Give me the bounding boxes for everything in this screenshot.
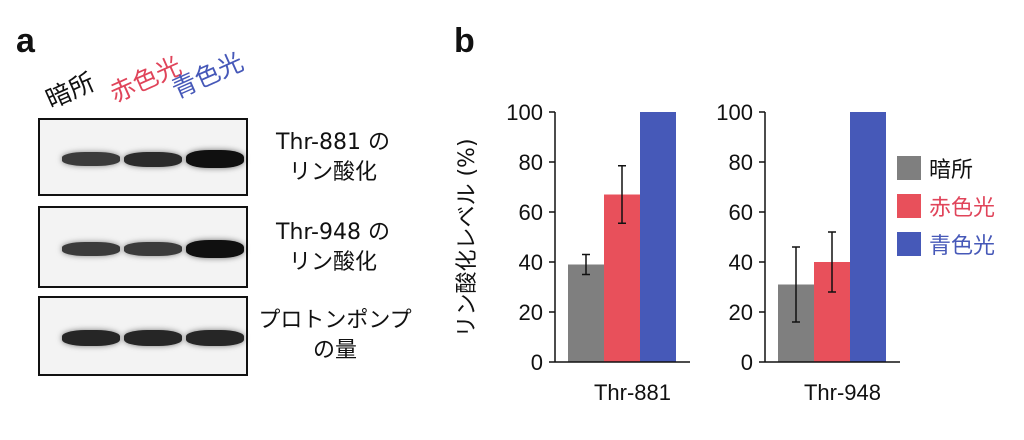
- chart-thr948: 0 20 40 60 80 100 Thr-948: [716, 100, 900, 405]
- y-tick-label: 100: [716, 100, 753, 125]
- x-axis-label: Thr-881: [594, 380, 671, 405]
- x-axis-label: Thr-948: [804, 380, 881, 405]
- bar-暗所: [568, 264, 604, 362]
- blot-label-line1: プロトンポンプ: [258, 308, 412, 333]
- western-blot-proton-pump: [38, 296, 248, 376]
- y-tick-label: 20: [519, 300, 543, 325]
- y-tick-label: 0: [531, 350, 543, 375]
- y-tick-label: 20: [729, 300, 753, 325]
- bar-青色光: [640, 112, 676, 362]
- chart-thr881: 0 20 40 60 80 100 Thr-881: [506, 100, 690, 405]
- legend-label: 暗所: [929, 158, 973, 183]
- y-tick-label: 0: [741, 350, 753, 375]
- band: [62, 152, 120, 166]
- legend-label: 青色光: [929, 234, 995, 259]
- band: [62, 242, 120, 256]
- y-tick-label: 60: [729, 200, 753, 225]
- legend-label: 赤色光: [929, 196, 995, 221]
- band: [62, 330, 120, 346]
- blot-label-thr948: Thr-948 の リン酸化: [258, 218, 408, 278]
- y-tick-label: 40: [729, 250, 753, 275]
- legend-swatch: [897, 232, 921, 256]
- panel-a-letter: a: [16, 22, 35, 60]
- bar-青色光: [850, 112, 886, 362]
- band: [186, 330, 244, 346]
- band: [124, 242, 182, 256]
- y-axis-label: リン酸化レベル (%): [455, 138, 480, 337]
- blot-label-thr881: Thr-881 の リン酸化: [258, 128, 408, 188]
- blot-label-proton-pump: プロトンポンプ の量: [250, 306, 420, 366]
- y-tick-label: 100: [506, 100, 543, 125]
- panel-b-letter: b: [454, 22, 475, 60]
- y-tick-label: 60: [519, 200, 543, 225]
- legend-swatch: [897, 194, 921, 218]
- band: [124, 151, 182, 167]
- legend-swatch: [897, 156, 921, 180]
- western-blot-thr881: [38, 118, 248, 196]
- blot-label-line2: リン酸化: [288, 160, 377, 185]
- blot-label-line2: の量: [312, 338, 357, 363]
- y-tick-label: 80: [729, 150, 753, 175]
- band: [124, 330, 182, 346]
- band: [186, 150, 244, 168]
- y-tick-label: 80: [519, 150, 543, 175]
- band: [186, 240, 244, 258]
- western-blot-thr948: [38, 206, 248, 288]
- blot-label-line1: Thr-948 の: [276, 220, 390, 245]
- blot-label-line1: Thr-881 の: [276, 130, 390, 155]
- blot-label-line2: リン酸化: [288, 250, 377, 275]
- y-tick-label: 40: [519, 250, 543, 275]
